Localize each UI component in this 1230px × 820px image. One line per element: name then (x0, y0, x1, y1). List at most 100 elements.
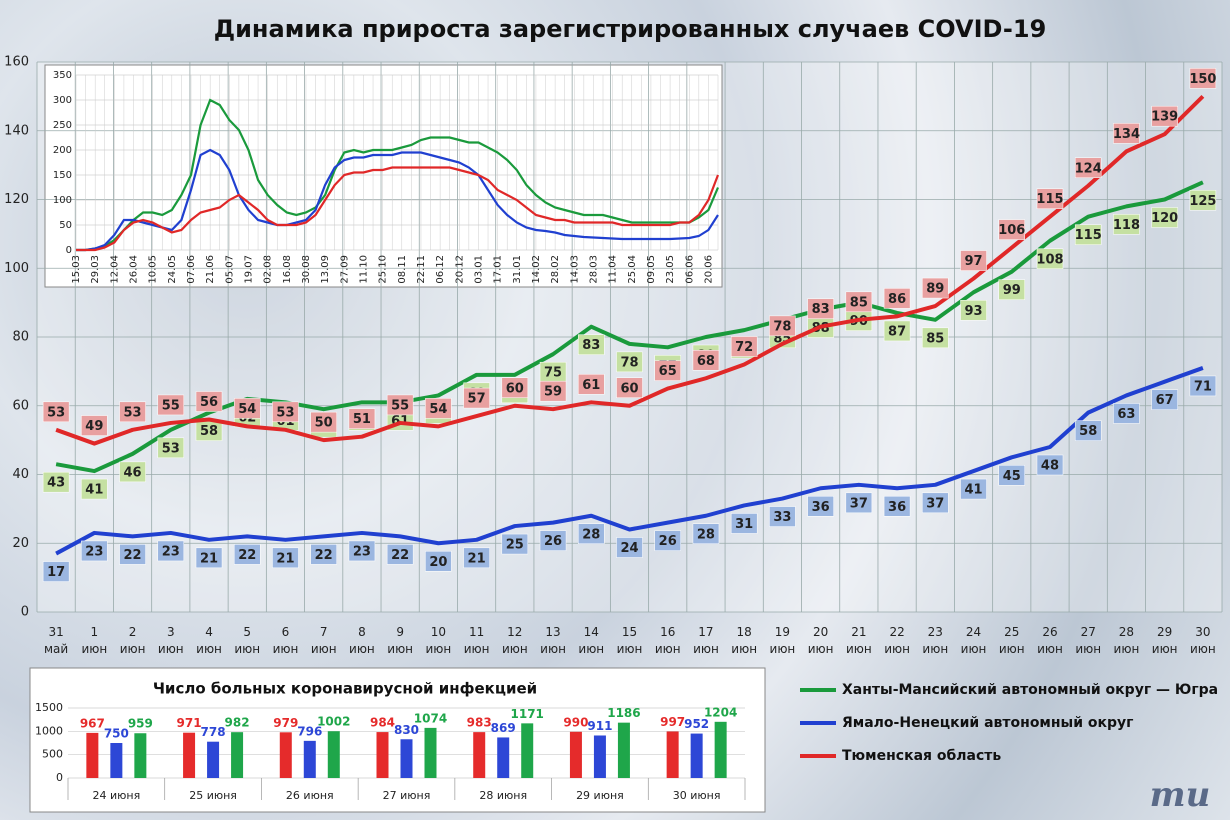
data-label: 796 (297, 724, 322, 738)
label-box (233, 544, 261, 565)
data-label: 23 (85, 544, 103, 559)
y-tick-label: 100 (53, 195, 72, 206)
x-tick-label: 11.10 (358, 255, 369, 284)
data-label: 41 (85, 483, 103, 498)
label-box (616, 351, 643, 373)
x-tick-label: 20 июн (808, 625, 834, 656)
x-tick-label: 25.10 (378, 255, 389, 284)
data-label: 67 (1156, 393, 1174, 408)
y-tick-label: 0 (66, 245, 72, 256)
data-label: 22 (124, 548, 142, 563)
data-label: 21 (468, 551, 486, 566)
label-box (1189, 190, 1217, 211)
label-box (119, 461, 146, 483)
x-tick-label: 03.01 (473, 255, 484, 284)
x-tick-label: 29 июня (576, 789, 624, 802)
label-box (1151, 389, 1178, 410)
data-label: 1186 (607, 706, 640, 720)
data-label: 71 (1194, 379, 1212, 394)
bar (279, 732, 292, 778)
x-tick-label: 5 июн (234, 625, 260, 656)
x-tick-label: 11 июн (464, 625, 490, 656)
data-label: 20 (429, 555, 447, 570)
data-label: 41 (964, 483, 982, 498)
bar (666, 731, 679, 778)
label-box (845, 291, 873, 313)
x-tick-label: 2 июн (120, 625, 146, 656)
label-box (310, 411, 337, 433)
bar (521, 723, 534, 778)
label-box (998, 465, 1026, 486)
x-tick-label: 28 июн (1114, 625, 1140, 656)
data-label: 43 (47, 476, 65, 491)
label-box (195, 547, 223, 569)
label-box (998, 279, 1026, 300)
x-tick-label: 20.12 (454, 255, 465, 284)
bar (400, 739, 413, 778)
x-tick-label: 31 май (44, 625, 68, 656)
label-box (692, 350, 720, 371)
bar (376, 732, 389, 778)
data-label: 68 (697, 354, 715, 369)
label-box (272, 547, 299, 569)
x-tick-label: 26.04 (128, 255, 139, 284)
label-box (883, 496, 911, 517)
x-tick-label: 27.09 (339, 255, 350, 284)
data-label: 28 (582, 527, 600, 542)
bar (593, 735, 606, 778)
data-label: 61 (582, 378, 600, 393)
label-box (157, 394, 185, 416)
data-label: 115 (1036, 192, 1063, 207)
data-label: 1171 (511, 707, 544, 721)
data-label: 22 (391, 548, 409, 563)
data-label: 125 (1189, 194, 1216, 209)
bottom-title: Число больных коронавирусной инфекцией (153, 680, 537, 698)
x-tick-label: 05.07 (224, 255, 235, 284)
x-tick-label: 11.04 (608, 255, 619, 284)
series-line (76, 166, 720, 252)
label-box (922, 277, 949, 299)
label-box (119, 544, 146, 565)
data-label: 106 (998, 223, 1025, 238)
x-tick-label: 28.02 (550, 255, 561, 284)
label-box (1074, 420, 1102, 441)
data-label: 58 (200, 424, 218, 439)
x-tick-label: 19 июн (770, 625, 796, 656)
label-box (1036, 188, 1064, 209)
data-label: 60 (620, 381, 638, 396)
label-box (883, 288, 911, 309)
x-tick-label: 06.12 (435, 255, 446, 284)
y-tick-label: 0 (21, 605, 29, 620)
x-tick-label: 13.09 (320, 255, 331, 284)
label-box (730, 336, 758, 357)
x-tick-label: 14.02 (531, 255, 542, 284)
data-label: 72 (735, 340, 753, 355)
label-box (1074, 224, 1102, 245)
y-tick-label: 1000 (35, 724, 63, 737)
data-label: 134 (1113, 127, 1140, 142)
x-tick-label: 31.01 (512, 255, 523, 284)
y-tick-label: 250 (53, 120, 72, 131)
x-tick-label: 15.03 (71, 255, 82, 284)
x-tick-label: 21 июн (846, 625, 872, 656)
x-tick-label: 21.06 (205, 255, 216, 284)
data-label: 990 (563, 715, 588, 729)
data-label: 959 (128, 717, 153, 731)
y-tick-label: 20 (12, 536, 29, 551)
data-label: 65 (659, 364, 677, 379)
label-box (1151, 207, 1178, 228)
bottom-panel (29, 667, 766, 813)
label-box (616, 377, 643, 398)
data-label: 55 (391, 398, 409, 413)
x-tick-label: 24 июн (961, 625, 987, 656)
data-label: 87 (888, 324, 906, 339)
bar (617, 722, 630, 778)
bar (134, 733, 147, 778)
data-label: 37 (926, 496, 944, 511)
label-box (692, 523, 720, 544)
x-tick-label: 29.03 (90, 255, 101, 284)
y-tick-label: 160 (4, 55, 29, 70)
data-label: 55 (162, 398, 180, 413)
logo: mu (1150, 775, 1211, 815)
label-box (501, 533, 529, 555)
